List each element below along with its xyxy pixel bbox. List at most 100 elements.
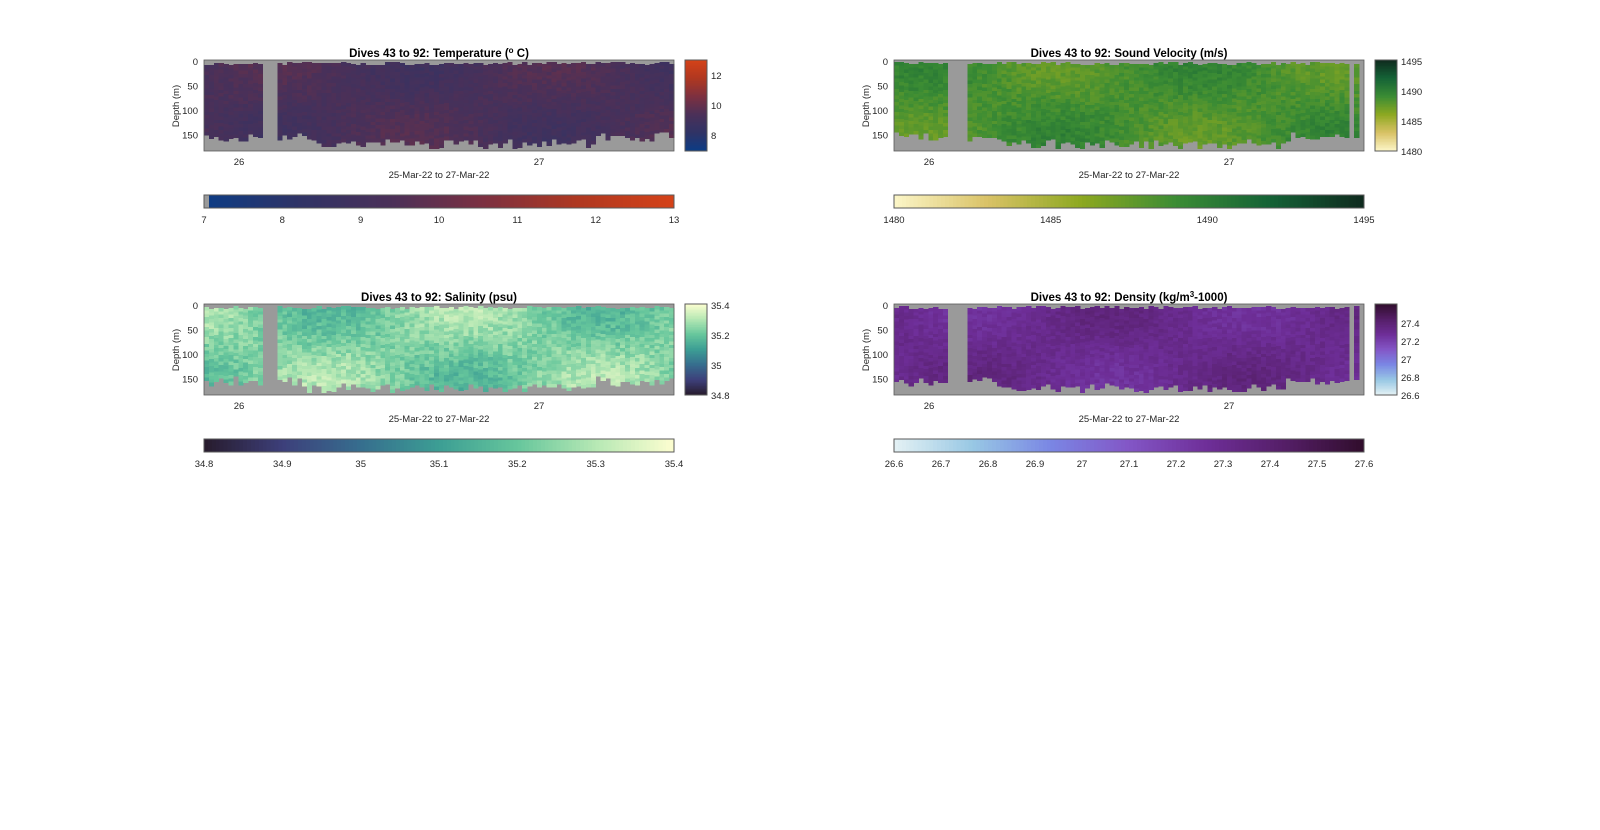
heatmap-cell: [1295, 124, 1301, 128]
heatmap-cell: [497, 84, 503, 88]
heatmap-cell: [380, 78, 386, 83]
heatmap-cell: [1080, 88, 1086, 93]
heatmap-cell: [282, 378, 288, 382]
heatmap-cell: [918, 65, 924, 69]
heatmap-cell: [336, 133, 342, 137]
heatmap-cell: [913, 80, 919, 85]
heatmap-cell: [1133, 137, 1140, 142]
heatmap-cell: [419, 87, 425, 92]
heatmap-cell: [429, 138, 435, 143]
heatmap-cell: [424, 103, 430, 107]
heatmap-cell: [1319, 129, 1326, 134]
heatmap-cell: [1192, 84, 1198, 88]
heatmap-cell: [1177, 115, 1184, 119]
heatmap-cell: [1319, 116, 1326, 121]
heatmap-cell: [1119, 116, 1125, 121]
heatmap-cell: [390, 105, 396, 110]
bottom-colorbar-segment: [533, 195, 538, 208]
heatmap-cell: [928, 99, 934, 104]
heatmap-cell: [517, 134, 523, 138]
heatmap-cell: [1202, 64, 1208, 68]
heatmap-cell: [991, 94, 998, 98]
heatmap-cell: [1094, 123, 1100, 127]
heatmap-cell: [1290, 62, 1296, 66]
heatmap-cell: [507, 95, 513, 100]
heatmap-cell: [1148, 75, 1154, 79]
heatmap-cell: [390, 112, 396, 116]
heatmap-cell: [390, 78, 396, 83]
heatmap-cell: [1295, 67, 1301, 71]
heatmap-cell: [942, 93, 949, 97]
heatmap-cell: [223, 67, 229, 71]
heatmap-cell: [536, 96, 543, 101]
heatmap-cell: [1354, 90, 1360, 95]
heatmap-cell: [1084, 101, 1091, 106]
heatmap-cell: [1006, 125, 1012, 130]
bottom-colorbar-segment: [278, 195, 283, 208]
heatmap-cell: [1324, 86, 1331, 91]
heatmap-cell: [987, 64, 993, 68]
heatmap-cell: [350, 124, 357, 128]
heatmap-cell: [252, 353, 259, 358]
bottom-colorbar-segment: [258, 195, 264, 208]
heatmap-cell: [448, 126, 454, 131]
heatmap-cell: [218, 86, 224, 91]
bottom-colorbar-segment: [1121, 195, 1126, 208]
heatmap-cell: [1143, 97, 1149, 102]
heatmap-cell: [1158, 128, 1164, 133]
heatmap-cell: [1158, 138, 1164, 143]
bottom-colorbar-segment: [1328, 195, 1333, 208]
heatmap-cell: [1192, 87, 1198, 92]
heatmap-cell: [1050, 72, 1056, 76]
heatmap-cell: [365, 98, 371, 103]
heatmap-cell: [1280, 139, 1286, 144]
heatmap-cell: [639, 124, 645, 128]
heatmap-cell: [1158, 108, 1164, 113]
heatmap-cell: [287, 108, 293, 113]
side-colorbar-segment: [1375, 84, 1397, 87]
heatmap-cell: [1016, 94, 1022, 98]
heatmap-cell: [345, 133, 352, 137]
heatmap-cell: [1026, 133, 1032, 137]
heatmap-cell: [1334, 87, 1340, 92]
bottom-colorbar-segment: [309, 195, 314, 208]
heatmap-cell: [208, 379, 215, 383]
heatmap-cell: [1339, 113, 1345, 117]
heatmap-cell: [257, 374, 264, 379]
heatmap-cell: [659, 85, 665, 90]
heatmap-cell: [649, 67, 655, 71]
heatmap-cell: [1270, 135, 1277, 140]
heatmap-cell: [512, 88, 518, 93]
bottom-colorbar-segment: [329, 195, 334, 208]
heatmap-cell: [1153, 109, 1159, 114]
heatmap-cell: [1055, 98, 1061, 103]
heatmap-cell: [473, 103, 479, 107]
heatmap-cell: [996, 75, 1003, 80]
heatmap-cell: [204, 65, 210, 69]
heatmap-cell: [1339, 123, 1345, 127]
heatmap-cell: [277, 312, 283, 317]
heatmap-cell: [620, 108, 626, 113]
heatmap-cell: [1119, 66, 1125, 70]
heatmap-cell: [566, 80, 572, 85]
heatmap-cell: [1324, 69, 1331, 74]
heatmap-cell: [669, 84, 675, 88]
heatmap-cell: [1143, 74, 1149, 78]
heatmap-cell: [439, 80, 445, 85]
heatmap-cell: [1222, 104, 1228, 108]
heatmap-cell: [350, 127, 357, 132]
heatmap-cell: [942, 123, 949, 127]
heatmap-cell: [1246, 115, 1252, 120]
heatmap-cell: [204, 68, 210, 72]
heatmap-cell: [218, 361, 224, 366]
heatmap-cell: [434, 145, 440, 149]
heatmap-cell: [228, 98, 234, 103]
heatmap-cell: [355, 91, 361, 96]
heatmap-cell: [453, 124, 459, 128]
heatmap-cell: [610, 125, 616, 130]
heatmap-cell: [1035, 87, 1042, 92]
heatmap-cell: [282, 115, 288, 119]
heatmap-cell: [1319, 63, 1326, 67]
heatmap-cell: [576, 126, 582, 131]
heatmap-cell: [1177, 98, 1184, 103]
